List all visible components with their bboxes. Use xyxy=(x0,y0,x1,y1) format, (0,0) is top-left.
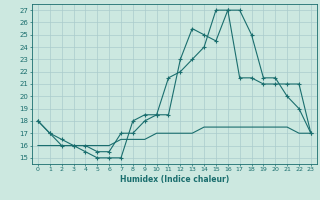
X-axis label: Humidex (Indice chaleur): Humidex (Indice chaleur) xyxy=(120,175,229,184)
